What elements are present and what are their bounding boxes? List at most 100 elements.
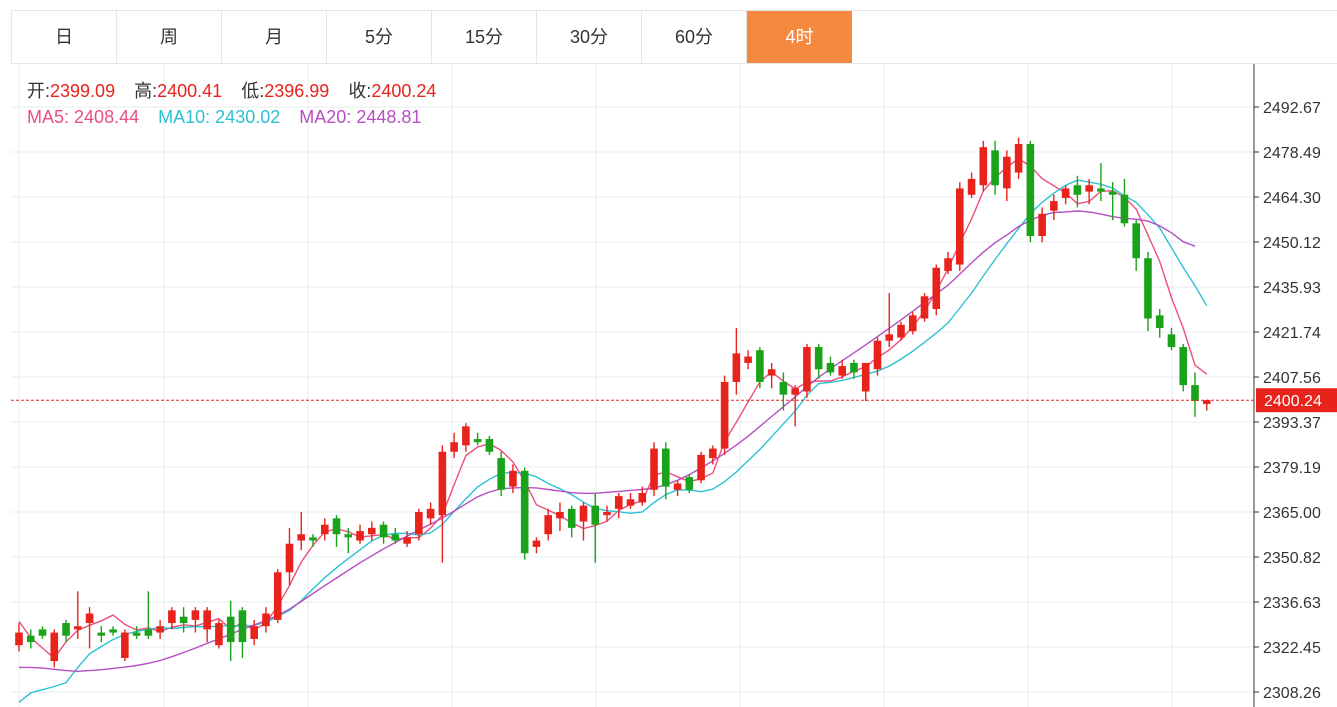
candle (344, 527, 353, 554)
candle (709, 445, 717, 465)
candle-body (814, 347, 823, 370)
candle-body (1120, 194, 1129, 224)
candle (662, 442, 670, 500)
candle-body (756, 350, 764, 382)
candle-body (1085, 185, 1093, 192)
candle-body (156, 626, 164, 633)
candle (826, 356, 835, 376)
candle-body (1179, 347, 1188, 386)
tab-3[interactable]: 5分 (327, 11, 432, 63)
candle (250, 619, 258, 646)
candle (297, 512, 306, 551)
tab-5[interactable]: 30分 (537, 11, 642, 63)
candle-body (873, 340, 882, 370)
candle-body (344, 534, 353, 538)
candle-body (826, 362, 835, 373)
candle (838, 359, 846, 379)
candle-body (967, 178, 976, 195)
tab-1[interactable]: 周 (117, 11, 222, 63)
candle-body (920, 296, 929, 319)
ma5-readout: MA5: 2408.44 (27, 107, 139, 127)
candle (791, 385, 799, 427)
candle (1003, 150, 1011, 202)
candle (520, 467, 529, 560)
candle-body (297, 534, 306, 541)
y-tick-label: 2450.12 (1263, 235, 1321, 252)
candle (356, 524, 364, 544)
low-value: 2396.99 (264, 81, 330, 101)
candle (497, 451, 505, 497)
candle (567, 505, 576, 538)
candle (62, 619, 70, 643)
candle-body (509, 470, 517, 487)
close-value: 2400.24 (371, 81, 437, 101)
y-tick-label: 2393.37 (1263, 415, 1321, 432)
ma20-label: MA20: (299, 107, 352, 127)
candle-body (838, 366, 846, 376)
current-price-label: 2400.24 (1264, 393, 1322, 410)
candle-body (603, 512, 611, 516)
candle-body (462, 426, 470, 446)
candle-body (1061, 188, 1070, 198)
candle (191, 607, 200, 633)
candle (885, 293, 894, 348)
candle (473, 432, 482, 446)
candle-body (1003, 156, 1011, 189)
tab-6[interactable]: 60分 (642, 11, 747, 63)
candle-body (885, 334, 894, 341)
candle-body (250, 626, 258, 639)
ma-line-ma10 (18, 179, 1208, 703)
candle (121, 629, 129, 662)
candle-body (168, 610, 176, 624)
candle (1155, 308, 1164, 338)
low-label: 低: (241, 81, 265, 101)
candle (26, 629, 35, 649)
candle-body (1014, 144, 1023, 173)
candle (814, 343, 823, 379)
candle (779, 372, 788, 411)
high-label: 高: (134, 81, 158, 101)
candle (1085, 178, 1093, 205)
candle-body (473, 439, 482, 443)
candle-body (450, 442, 458, 452)
y-tick-label: 2435.93 (1263, 280, 1321, 297)
open-value: 2399.09 (50, 81, 116, 101)
candle (614, 492, 623, 519)
candle (1132, 220, 1140, 271)
candle (109, 626, 117, 636)
candle-body (662, 448, 670, 487)
candle-body (850, 362, 858, 373)
candle-body (191, 610, 200, 620)
current-price-tag (1256, 388, 1337, 413)
candle-body (979, 147, 988, 186)
candle-body (356, 531, 364, 541)
ma-readout: MA5: 2408.44 MA10: 2430.02 MA20: 2448.81 (27, 104, 450, 130)
candle-body (685, 477, 694, 490)
candle-body (215, 623, 223, 646)
candle (15, 623, 23, 652)
candle (861, 362, 870, 401)
candle-body (1132, 223, 1140, 259)
tab-0[interactable]: 日 (12, 11, 117, 63)
candle-body (1026, 144, 1035, 237)
candle (673, 480, 682, 497)
candle (1038, 207, 1046, 243)
candle (744, 350, 752, 370)
y-tick-label: 2464.30 (1263, 190, 1321, 207)
candle (591, 492, 600, 563)
candle (579, 502, 588, 541)
tab-2[interactable]: 月 (222, 11, 327, 63)
candle-body (779, 381, 788, 395)
candle-body (732, 353, 741, 382)
candle-body (144, 629, 153, 636)
candle (238, 607, 247, 658)
candle (462, 423, 470, 452)
candle (756, 347, 764, 389)
candle-body (62, 623, 70, 636)
tab-7[interactable]: 4时 (747, 11, 852, 63)
candle-body (1108, 191, 1117, 195)
candle-body (85, 613, 94, 624)
close-label: 收: (348, 81, 372, 101)
tab-4[interactable]: 15分 (432, 11, 537, 63)
